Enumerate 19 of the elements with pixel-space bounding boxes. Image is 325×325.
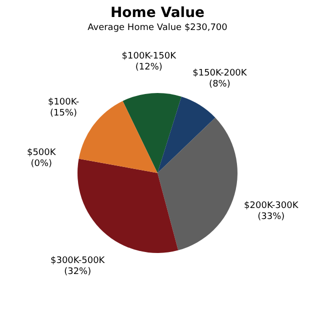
slice-label: $300K-500K [50,256,106,266]
slice-label: $100K-150K [122,51,178,62]
pie-slice [158,118,238,250]
data-label: (8%) [209,80,230,90]
slice-label: $150K-200K [192,68,248,79]
chart-subtitle: Average Home Value $230,700 [88,23,228,33]
slice-label: $100K- [48,98,80,108]
category-label: $500K [26,148,56,158]
pie-slice [158,96,216,173]
pie-slice [122,93,182,173]
slice-label: $200K-300K [244,200,300,211]
pie-slice [78,158,178,253]
data-label: (32%) [64,266,92,277]
data-label: (12%) [135,62,162,72]
pie-slice [78,100,158,173]
data-label: (15%) [50,108,78,119]
text: (0%) [30,159,52,170]
chart-title: Home Value [110,5,205,21]
data-label: (33%) [258,212,285,222]
